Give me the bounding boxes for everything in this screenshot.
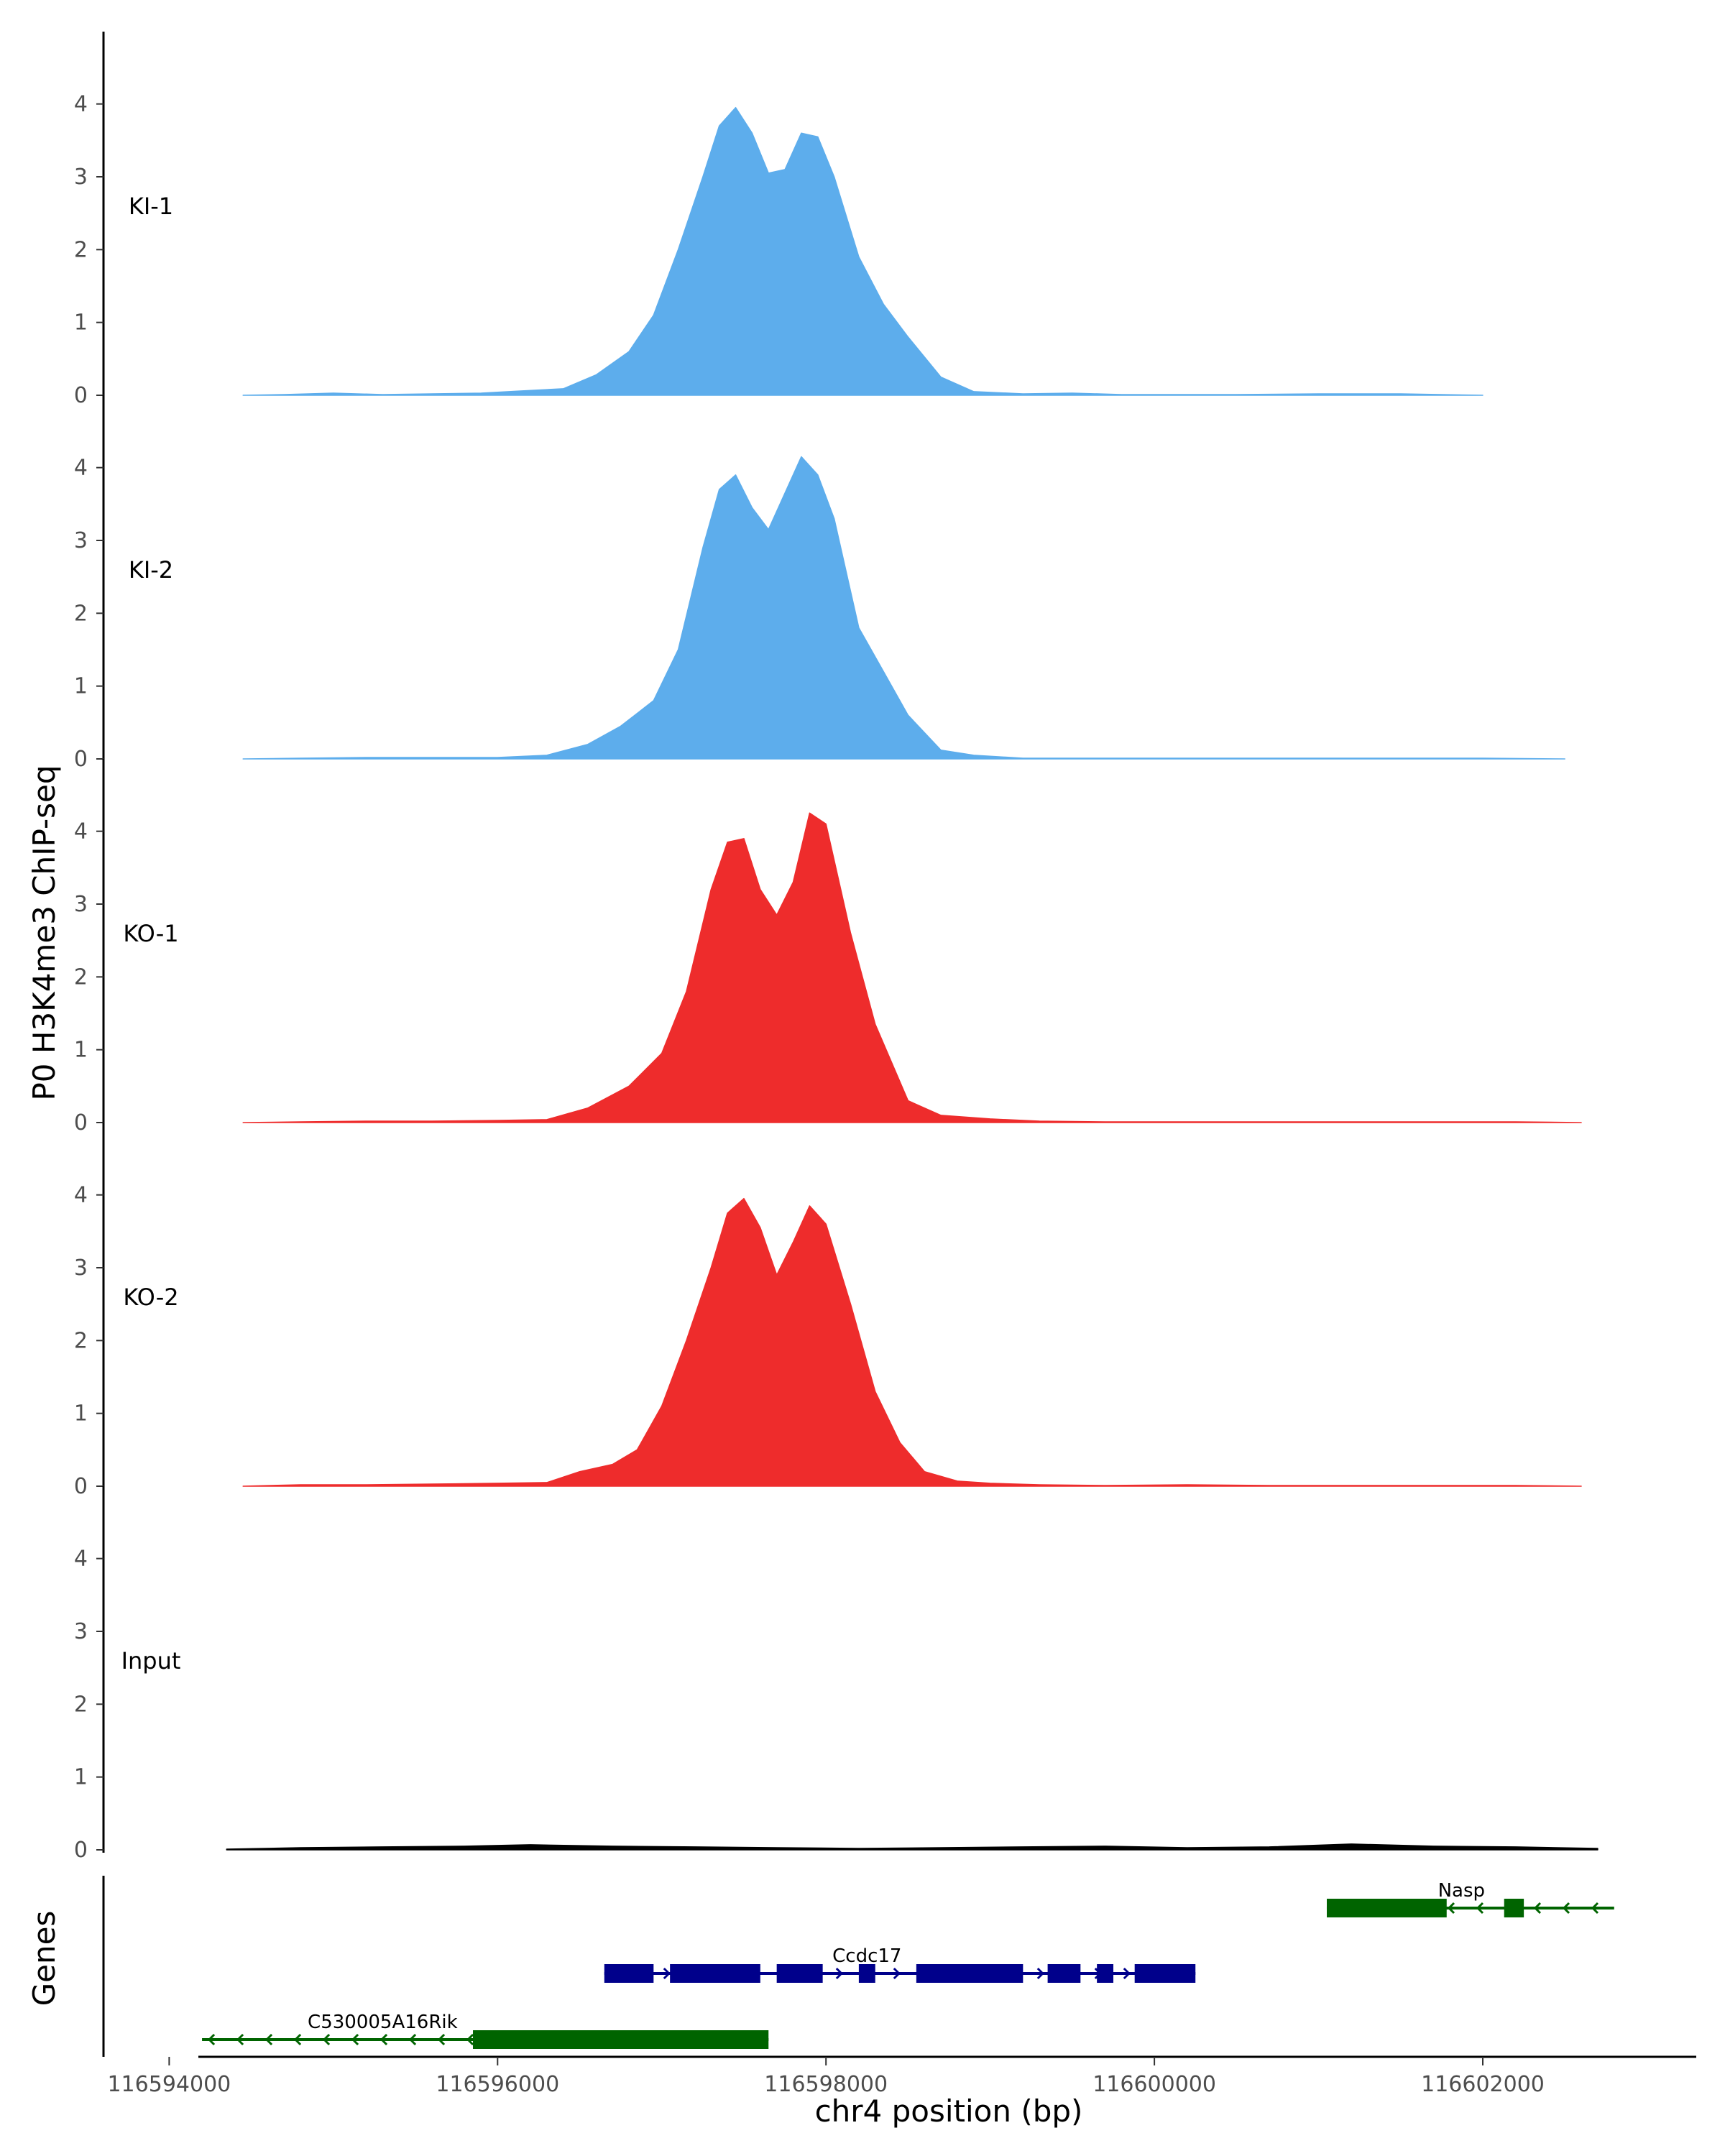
- genes-panel: Nasp Ccdc17 C530005A16Rik: [102, 1876, 1614, 2057]
- strand-arrow-left: [264, 2033, 273, 2046]
- tracks-layer: 0 1 2 3 4 KI-1 0 1 2 3 4 KI-2 0 1 2 3 4 KO-1 0 1 2 3 4 KO-2 0 1 2 3…: [74, 32, 1598, 1863]
- y-tick-label: 2: [74, 1328, 88, 1353]
- y-tick-label: 1: [74, 310, 88, 336]
- track-ki-2: 0 1 2 3 4 KI-2: [74, 395, 1565, 772]
- gene-exon: [858, 1964, 875, 1983]
- y-tick-label: 1: [74, 1038, 88, 1063]
- coverage-area-ko-1: [242, 812, 1582, 1123]
- strand-arrow-left: [408, 2033, 417, 2046]
- gene-label-c530005a16rik: C530005A16Rik: [308, 2012, 458, 2033]
- x-tick-label: 116596000: [436, 2072, 559, 2097]
- y-tick-label: 3: [74, 165, 88, 190]
- gene-label-nasp: Nasp: [1438, 1880, 1485, 1902]
- x-tick-label: 116602000: [1421, 2072, 1545, 2097]
- strand-arrow-left: [207, 2033, 216, 2046]
- strand-arrow-left: [437, 2033, 446, 2046]
- track-ko-1: 0 1 2 3 4 KO-1: [74, 759, 1582, 1135]
- y-tick-label: 0: [74, 1110, 88, 1135]
- strand-arrow-left: [1591, 1902, 1599, 1915]
- y-tick-label: 3: [74, 892, 88, 917]
- gene-ccdc17: Ccdc17: [604, 1945, 1196, 1983]
- gene-c530005a16rik: C530005A16Rik: [202, 2012, 769, 2049]
- coverage-area-ki-2: [242, 456, 1565, 760]
- coverage-area-ki-1: [242, 106, 1484, 396]
- strand-arrow-left: [293, 2033, 302, 2046]
- y-tick-label: 1: [74, 674, 88, 699]
- y-tick-label: 3: [74, 528, 88, 553]
- track-label-ko-1: KO-1: [123, 920, 178, 947]
- y-axis-title: P0 H3K4me3 ChIP-seq: [27, 765, 62, 1100]
- strand-arrow-left: [466, 2033, 474, 2046]
- strand-arrow-right: [835, 1967, 843, 1980]
- gene-exon: [1326, 1899, 1447, 1917]
- genes-axis-title: Genes: [27, 1911, 62, 2007]
- track-input: 0 1 2 3 4 Input: [74, 1486, 1598, 1863]
- strand-arrow-left: [322, 2033, 331, 2046]
- strand-arrow-left: [1447, 1902, 1455, 1915]
- gene-exon: [670, 1964, 760, 1983]
- track-label-input: Input: [121, 1647, 181, 1674]
- strand-arrow-left: [380, 2033, 388, 2046]
- y-tick-label: 2: [74, 237, 88, 262]
- track-label-ko-2: KO-2: [123, 1284, 178, 1311]
- track-label-ki-2: KI-2: [129, 556, 173, 584]
- y-tick-label: 1: [74, 1401, 88, 1427]
- y-tick-label: 4: [74, 1183, 88, 1208]
- y-tick-label: 4: [74, 456, 88, 481]
- gene-nasp: Nasp: [1326, 1880, 1614, 1917]
- strand-arrow-right: [1123, 1967, 1131, 1980]
- strand-arrow-left: [1476, 1902, 1484, 1915]
- gene-exon: [1134, 1964, 1196, 1983]
- y-tick-label: 0: [74, 1838, 88, 1863]
- strand-arrow-left: [1562, 1902, 1570, 1915]
- strand-arrow-right: [1036, 1967, 1044, 1980]
- x-tick-label: 116594000: [107, 2072, 231, 2097]
- y-tick-label: 0: [74, 1474, 88, 1499]
- y-tick-label: 0: [74, 747, 88, 772]
- y-tick-label: 4: [74, 1547, 88, 1572]
- gene-exon: [1504, 1899, 1524, 1917]
- y-tick-label: 2: [74, 1692, 88, 1717]
- gene-exon: [1097, 1964, 1113, 1983]
- y-tick-label: 4: [74, 819, 88, 844]
- y-tick-label: 4: [74, 92, 88, 117]
- y-tick-label: 1: [74, 1765, 88, 1790]
- y-tick-label: 0: [74, 383, 88, 408]
- x-tick-label: 116600000: [1092, 2072, 1216, 2097]
- coverage-area-ko-2: [242, 1197, 1582, 1487]
- gene-exon: [604, 1964, 654, 1983]
- x-axis: 116594000 116596000 116598000 116600000 1166…: [107, 2055, 1696, 2097]
- track-ko-2: 0 1 2 3 4 KO-2: [74, 1123, 1582, 1499]
- y-tick-label: 2: [74, 964, 88, 990]
- gene-exon: [916, 1964, 1024, 1983]
- x-axis-title: chr4 position (bp): [815, 2093, 1083, 2129]
- track-label-ki-1: KI-1: [129, 193, 173, 220]
- strand-arrow-right: [663, 1967, 671, 1980]
- y-tick-label: 2: [74, 601, 88, 626]
- gene-exon: [776, 1964, 823, 1983]
- strand-arrow-left: [351, 2033, 359, 2046]
- strand-arrow-left: [1533, 1902, 1542, 1915]
- gene-exon: [473, 2030, 769, 2049]
- gene-label-ccdc17: Ccdc17: [832, 1945, 901, 1967]
- track-ki-1: 0 1 2 3 4 KI-1: [74, 32, 1484, 408]
- y-tick-label: 3: [74, 1256, 88, 1281]
- gene-exon: [1047, 1964, 1081, 1983]
- coverage-area-input: [226, 1843, 1598, 1851]
- strand-arrow-left: [236, 2033, 244, 2046]
- x-tick-label: 116598000: [764, 2072, 888, 2097]
- strand-arrow-right: [893, 1967, 901, 1980]
- y-tick-label: 3: [74, 1619, 88, 1644]
